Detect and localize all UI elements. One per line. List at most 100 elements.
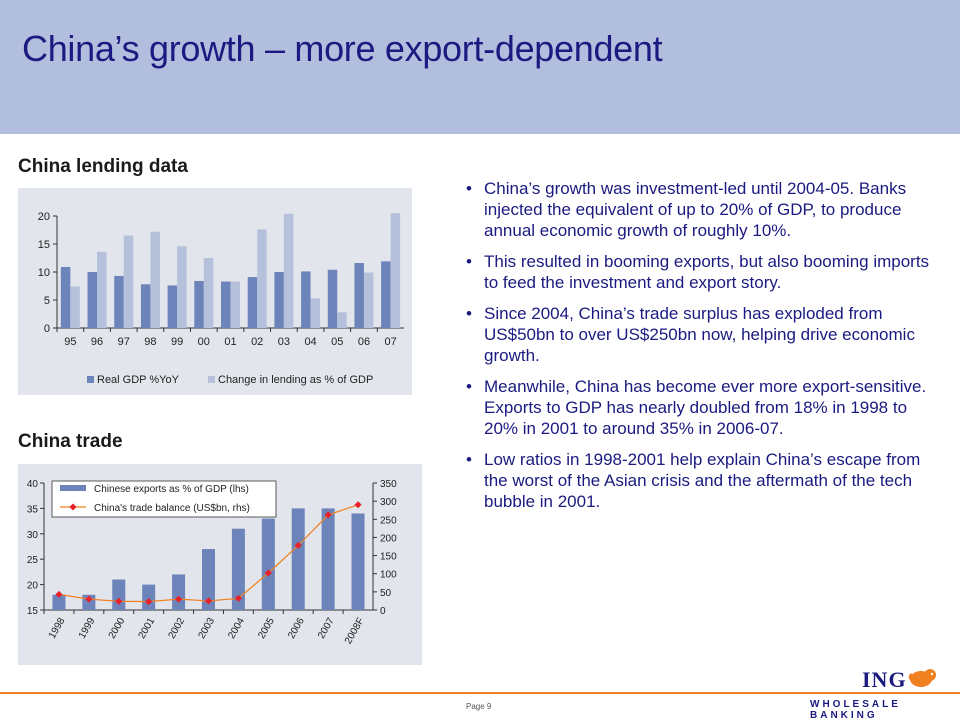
bullet-item: This resulted in booming exports, but al… [462,251,942,293]
bar-real-gdp [60,266,71,328]
x-tick-label: 99 [171,336,183,348]
x-tick-label: 2005 [256,616,277,641]
x-tick-label: 2008F [343,616,367,646]
bar-real-gdp [87,272,98,328]
trade-chart-title: China trade [18,431,123,452]
legend-label-real-gdp: Real GDP %YoY [97,374,180,386]
y-tick-label: 0 [44,323,50,335]
y-right-tick-label: 100 [380,570,397,581]
trade-chart-svg: 15 20 25 30 35 40 0 50 100 150 200 250 300 350 1998 199… [27,479,397,646]
x-tick-label: 96 [91,336,103,348]
bar-exports-gdp [112,579,126,610]
bar-lending-change [257,229,267,328]
bar-lending-change [337,312,347,328]
bar-lending-change [70,286,80,328]
trade-chart: 15 20 25 30 35 40 0 50 100 150 200 250 300 350 1998 199… [18,464,422,665]
y-right-tick-label: 300 [380,497,397,508]
x-tick-label: 06 [358,336,370,348]
y-tick-label: 5 [44,295,50,307]
y-tick-label: 20 [38,211,50,223]
y-left-tick-label: 40 [27,479,39,490]
bar-lending-change [230,281,240,328]
trade-balance-point [354,501,362,509]
bar-real-gdp [140,284,151,328]
bar-real-gdp [354,263,364,328]
bar-real-gdp [301,271,311,328]
x-tick-label: 2004 [226,616,247,641]
y-right-tick-label: 150 [380,552,397,563]
bar-lending-change [150,231,160,328]
legend-label-trade: China's trade balance (US$bn, rhs) [94,503,250,514]
x-tick-label: 2001 [137,616,158,641]
x-tick-label: 01 [224,336,236,348]
y-left-tick-label: 30 [27,530,39,541]
bar-lending-change [363,272,374,328]
x-tick-label: 2003 [196,616,217,641]
lending-chart-title: China lending data [18,156,188,177]
bar-real-gdp [247,277,258,328]
trade-balance-point [294,541,302,549]
bar-exports-gdp [291,508,305,610]
trade-balance-point [145,598,153,606]
footer-divider [0,692,960,694]
bar-exports-gdp [52,594,66,610]
bar-exports-gdp [261,518,275,610]
bar-real-gdp [381,261,391,328]
y-left-tick-label: 25 [27,555,39,566]
x-tick-label: 97 [118,336,130,348]
y-left-tick-label: 15 [27,606,39,617]
x-tick-label: 2000 [107,616,128,641]
bar-real-gdp [274,272,284,328]
page-title: China’s growth – more export-dependent [22,28,663,69]
y-right-tick-label: 350 [380,479,397,490]
lending-chart: 0 5 10 15 20 95 96 97 98 99 00 01 02 03 04 05 06 07 Real G… [18,188,412,395]
bar-exports-gdp [231,528,245,610]
bar-real-gdp [167,285,178,328]
x-tick-label: 07 [385,336,397,348]
x-tick-label: 2006 [286,616,307,641]
bar-exports-gdp [172,574,186,610]
bar-lending-change [283,213,294,328]
bar-lending-change [203,258,214,328]
y-left-tick-label: 35 [27,504,39,515]
bullet-item: Low ratios in 1998-2001 help explain Chi… [462,449,942,512]
bar-lending-change [97,251,107,328]
legend-swatch-exports [60,485,86,491]
y-right-tick-label: 0 [380,606,386,617]
bullet-item: China’s growth was investment-led until … [462,178,942,241]
bar-lending-change [123,235,134,328]
legend-marker-trade [69,503,77,511]
bar-lending-change [390,213,401,328]
x-tick-label: 1998 [47,616,68,641]
bar-exports-gdp [202,549,215,610]
x-tick-label: 00 [198,336,210,348]
bar-exports-gdp [321,508,335,610]
x-tick-label: 95 [64,336,76,348]
legend-label-exports: Chinese exports as % of GDP (lhs) [94,484,249,495]
bar-exports-gdp [142,584,156,610]
trade-balance-point [234,594,242,602]
legend-swatch-real-gdp [87,376,94,383]
bar-real-gdp [221,281,231,328]
header-band: China’s growth – more export-dependent [0,0,960,134]
page-number: Page 9 [466,702,492,711]
bullet-list: China’s growth was investment-led until … [462,178,942,522]
y-left-tick-label: 20 [27,581,39,592]
bar-lending-change [177,246,187,328]
bar-real-gdp [114,275,124,328]
bar-real-gdp [194,280,204,328]
x-tick-label: 98 [144,336,156,348]
wholesale-banking-text: WHOLESALE BANKING [810,699,901,720]
lion-logo-icon [908,669,936,687]
x-tick-label: 02 [251,336,263,348]
bar-real-gdp [327,269,338,328]
x-tick-label: 2002 [167,616,188,641]
trade-balance-point [204,597,213,605]
trade-balance-point [264,569,272,577]
legend-swatch-lending [208,376,215,383]
legend-box [51,480,277,518]
bar-exports-gdp [351,513,365,610]
x-tick-label: 03 [278,336,290,348]
bullet-item: Meanwhile, China has become ever more ex… [462,376,942,439]
